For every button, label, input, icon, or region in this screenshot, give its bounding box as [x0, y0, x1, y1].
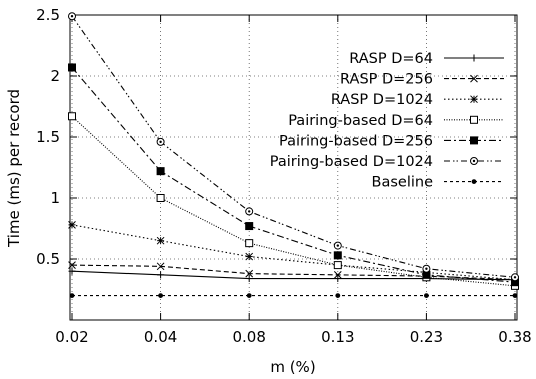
series-line [71, 270, 516, 281]
x-tick-label: 0.23 [410, 328, 443, 346]
data-point [158, 293, 164, 298]
data-point [157, 271, 165, 279]
data-point [68, 220, 76, 229]
data-point [470, 157, 478, 165]
series-line [71, 115, 516, 287]
data-point [333, 251, 342, 260]
legend-item: RASP D=256 [340, 72, 504, 88]
data-point [68, 112, 76, 121]
y-tick-label: 0.5 [36, 250, 60, 268]
data-point [69, 293, 75, 298]
legend-label: RASP D=1024 [331, 92, 433, 108]
data-point [335, 293, 341, 298]
data-point [333, 241, 342, 250]
data-point [156, 236, 165, 245]
y-tick-label: 1.5 [36, 128, 60, 146]
series-baseline [69, 293, 518, 298]
data-point [156, 262, 165, 271]
x-tick-label: 0.38 [498, 328, 531, 346]
data-point [245, 275, 253, 283]
x-tick-label: 0.13 [321, 328, 354, 346]
series-rasp-d-64 [68, 267, 519, 284]
data-point [470, 95, 478, 104]
y-tick-label: 1 [50, 189, 60, 207]
x-tick-label: 0.02 [55, 328, 88, 346]
data-point [424, 293, 429, 298]
data-point [245, 207, 254, 216]
x-tick-label: 0.04 [144, 328, 177, 346]
data-point [156, 194, 165, 202]
legend-label: RASP D=64 [349, 51, 433, 67]
x-tick-labels: 0.02 0.04 0.08 0.13 0.23 0.38 [55, 328, 531, 346]
legend-label: Pairing-based D=64 [288, 113, 433, 129]
legend-item: Pairing-based D=256 [279, 133, 504, 149]
data-point [245, 269, 254, 278]
data-point [512, 293, 518, 298]
series-line [71, 67, 516, 283]
data-point [68, 261, 76, 269]
data-point [245, 239, 254, 248]
series-pairing-based-d-256 [68, 63, 519, 287]
series-line [71, 15, 516, 278]
data-point [245, 252, 254, 261]
data-point [470, 136, 478, 145]
data-point [156, 137, 165, 146]
data-point [245, 222, 254, 231]
y-tick-labels: 0.5 1 1.5 2 2.5 [36, 6, 60, 268]
series-pairing-based-d-1024 [68, 12, 519, 282]
data-point [156, 167, 165, 176]
series-line [71, 224, 516, 281]
legend-item: RASP D=1024 [331, 92, 504, 108]
y-axis-title: Time (ms) per record [5, 89, 23, 248]
legend-item: Pairing-based D=64 [288, 113, 504, 129]
data-point [68, 267, 76, 275]
legend-label: Baseline [372, 175, 434, 191]
legend-label: Pairing-based D=256 [279, 133, 433, 149]
data-point [471, 179, 477, 185]
data-point [68, 63, 76, 72]
data-point [511, 273, 519, 282]
data-point [470, 74, 478, 83]
plot-frame [69, 14, 518, 321]
y-tick-label: 2 [50, 67, 60, 85]
data-point [68, 12, 76, 21]
data-point [333, 271, 342, 279]
legend-label: RASP D=256 [340, 72, 433, 88]
data-point [470, 54, 478, 62]
data-point [246, 293, 252, 298]
series-layer [68, 12, 519, 298]
data-point [333, 261, 342, 270]
legend-item: Baseline [372, 175, 504, 191]
x-axis-title: m (%) [270, 358, 315, 376]
legend-item: RASP D=64 [349, 51, 504, 67]
y-tick-label: 2.5 [36, 6, 60, 24]
legend-item: Pairing-based D=1024 [270, 154, 504, 170]
data-point [422, 264, 431, 273]
data-point [334, 275, 342, 283]
data-point [470, 115, 478, 124]
legend-label: Pairing-based D=1024 [270, 154, 433, 170]
legend: RASP D=64 RASP D=256 RASP D=1024 Pairing-ba… [270, 51, 504, 191]
x-tick-label: 0.08 [232, 328, 265, 346]
series-line [71, 264, 516, 281]
